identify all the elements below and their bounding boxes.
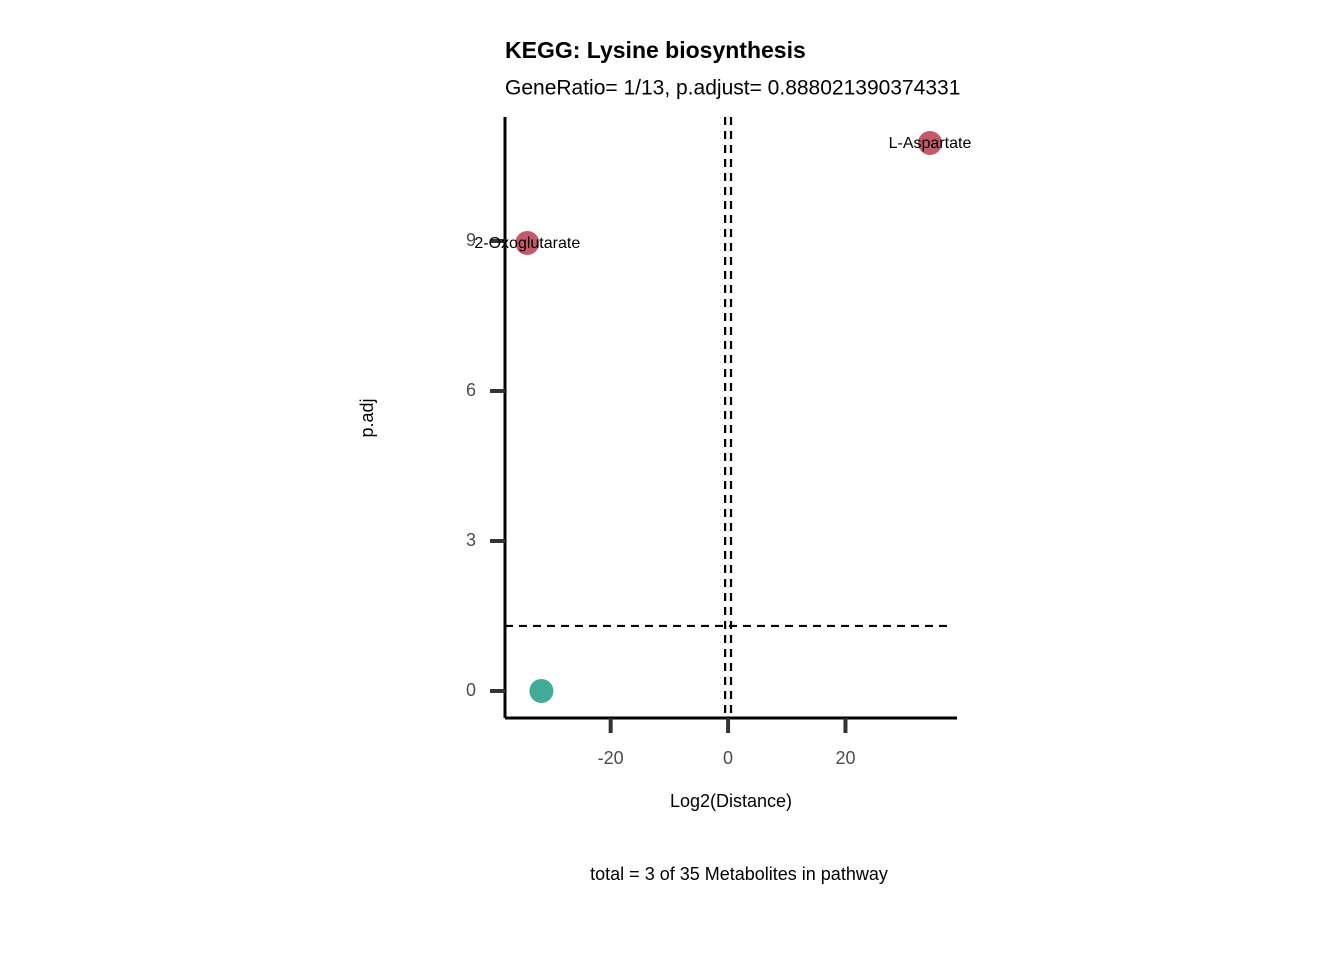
chart-title: KEGG: Lysine biosynthesis [505,37,806,63]
y-tick-label: 3 [466,530,476,550]
x-tick-label: -20 [598,748,624,768]
y-tick-label: 0 [466,680,476,700]
point [515,231,540,255]
y-axis-label: p.adj [357,398,377,437]
point [917,131,942,155]
caption: total = 3 of 35 Metabolites in pathway [590,864,888,884]
y-tick-label: 6 [466,380,476,400]
chart-subtitle: GeneRatio= 1/13, p.adjust= 0.88802139037… [505,77,960,100]
x-tick-label: 20 [835,748,855,768]
y-tick-label: 9 [466,230,476,250]
x-axis-label: Log2(Distance) [670,791,792,811]
point-label: L-Aspartate [889,135,972,152]
point [529,679,554,703]
point-label: 2-Oxoglutarate [474,235,580,252]
x-tick-label: 0 [723,748,733,768]
